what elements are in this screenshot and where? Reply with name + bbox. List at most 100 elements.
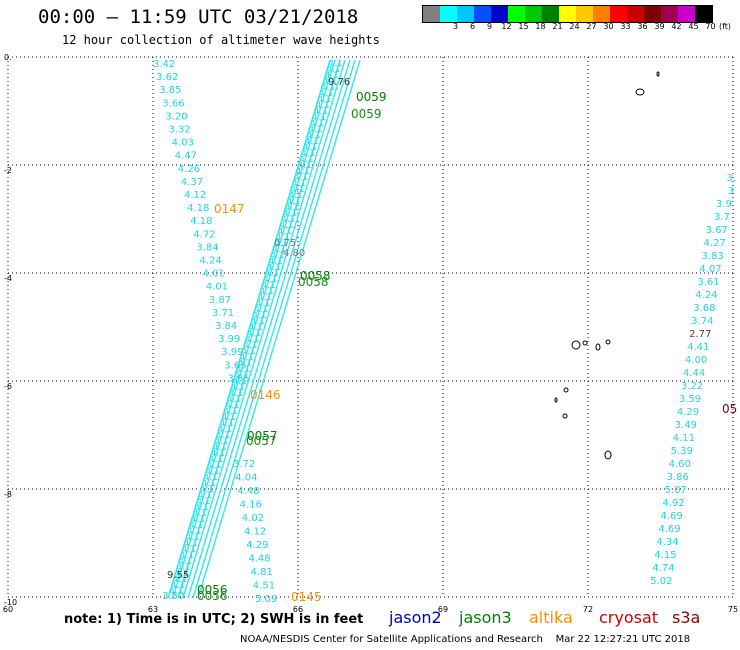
track-value: 4.1 [308, 125, 322, 135]
island-outline [635, 88, 645, 96]
track-value: 4.1 [214, 437, 228, 447]
swh-value: 2.77 [689, 329, 711, 340]
track-value: 4.1 [326, 65, 340, 75]
track-value: 4.1 [258, 293, 272, 303]
wave-height-colorbar [422, 5, 713, 23]
island-outline [595, 343, 601, 351]
swh-value: 3.62 [156, 72, 178, 83]
island-outline [554, 397, 558, 403]
colorbar-tick: 45 [688, 22, 699, 31]
island-outline [604, 450, 612, 460]
y-tick-label: -10 [4, 598, 17, 607]
track-value: 4.1 [317, 95, 331, 105]
swh-value: 4.41 [687, 342, 709, 353]
legend-jason2: jason2 [389, 608, 442, 627]
y-tick-label: -2 [4, 166, 12, 175]
track-value: 4.1 [205, 467, 219, 477]
colorbar-tick: 6 [469, 22, 476, 31]
track-time-label: 0058 [298, 275, 329, 289]
satellite-track [172, 59, 336, 599]
colorbar-tick: 3 [452, 22, 459, 31]
track-value: 4.1 [283, 209, 297, 219]
y-tick-label: -8 [4, 490, 12, 499]
swh-value: 4.15 [654, 550, 676, 561]
track-value: 4.1 [323, 77, 337, 87]
legend-altika: altika [529, 608, 573, 627]
track-value: 4.1 [238, 359, 252, 369]
track-value: 4.1 [310, 119, 324, 129]
track-value: 4.1 [290, 185, 304, 195]
track-value: 4.1 [294, 173, 308, 183]
track-value: 4.1 [240, 353, 254, 363]
swh-value: 3.61 [697, 277, 719, 288]
swh-value: 4.12 [184, 190, 206, 201]
colorbar-cell [695, 6, 712, 22]
colorbar-cell [542, 6, 559, 22]
colorbar-tick: 12 [501, 22, 512, 31]
track-value: 4.1 [325, 71, 339, 81]
track-value: 4.1 [169, 587, 183, 597]
swh-value: 5.02 [650, 576, 672, 587]
track-value: 4.1 [198, 491, 212, 501]
swh-value: 4.60 [669, 459, 691, 470]
track-value: 4.1 [200, 485, 214, 495]
swh-value: 4.03 [172, 138, 194, 149]
swh-value: 3.85 [227, 373, 249, 384]
swh-labels: 3.42 3.62 3.85 3.66 3.20 3.32 4.03 4.47 4.26 4.37… [153, 59, 737, 605]
track-value: 4.1 [187, 527, 201, 537]
track-value: 4.1 [216, 431, 230, 441]
swh-value: 4.16 [240, 500, 262, 511]
colorbar-cell [457, 6, 474, 22]
track-value: 4.1 [328, 59, 342, 69]
colorbar-cell [627, 6, 644, 22]
swh-value: 4.74 [652, 563, 674, 574]
swh-value: 3.83 [701, 251, 723, 262]
track-value: 4.1 [207, 461, 221, 471]
track-value: 4.1 [276, 233, 290, 243]
track-value: 4.1 [220, 419, 234, 429]
track-time-label: 0056 [197, 583, 228, 597]
track-value: 4.1 [272, 245, 286, 255]
track-time-label: 0059 [356, 90, 387, 104]
swh-value: 4.80 [283, 248, 305, 259]
swh-value: 4.37 [181, 177, 203, 188]
track-value: 4.1 [265, 269, 279, 279]
track-value: 4.1 [261, 281, 275, 291]
colorbar-cell [491, 6, 508, 22]
swh-value: 3.7 [714, 212, 730, 223]
swh-value: 4.69 [660, 511, 682, 522]
colorbar-tick: 70 [705, 22, 716, 31]
colorbar-tick: 30 [603, 22, 614, 31]
track-value: 4.1 [321, 83, 335, 93]
track-value: 4.1 [185, 533, 199, 543]
track-value: 4.1 [299, 155, 313, 165]
swh-value: 3.20 [165, 111, 187, 122]
x-tick-label: 72 [583, 605, 593, 614]
track-value: 4.1 [312, 113, 326, 123]
swh-value: 4.69 [658, 524, 680, 535]
coastlines [554, 71, 660, 460]
swh-value: 0.75 [274, 238, 296, 249]
track-value: 4.1 [180, 551, 194, 561]
swh-value: 3.9 [716, 199, 732, 210]
track-value: 4.1 [269, 257, 283, 267]
track-value: 4.1 [227, 395, 241, 405]
track-time-label: 05 [722, 402, 737, 416]
swh-value: 3. [726, 173, 736, 184]
track-value: 4.1 [229, 389, 243, 399]
y-tick-label: 0. [4, 53, 12, 62]
swh-value: 3.87 [209, 295, 231, 306]
colorbar-cell [610, 6, 627, 22]
colorbar-tick: 9 [486, 22, 493, 31]
swh-value: 4.27 [703, 238, 725, 249]
swh-value: 4.47 [175, 151, 197, 162]
swh-value: 3.99 [218, 334, 240, 345]
satellite-track [167, 59, 331, 599]
swh-value: 3.99 [221, 347, 243, 358]
track-value: 4.1 [231, 383, 245, 393]
swh-value: 4.81 [251, 567, 273, 578]
legend-s3a: s3a [672, 608, 701, 627]
x-tick-label: 63 [148, 605, 158, 614]
island-outline [571, 340, 581, 350]
track-value: 4.1 [175, 569, 189, 579]
